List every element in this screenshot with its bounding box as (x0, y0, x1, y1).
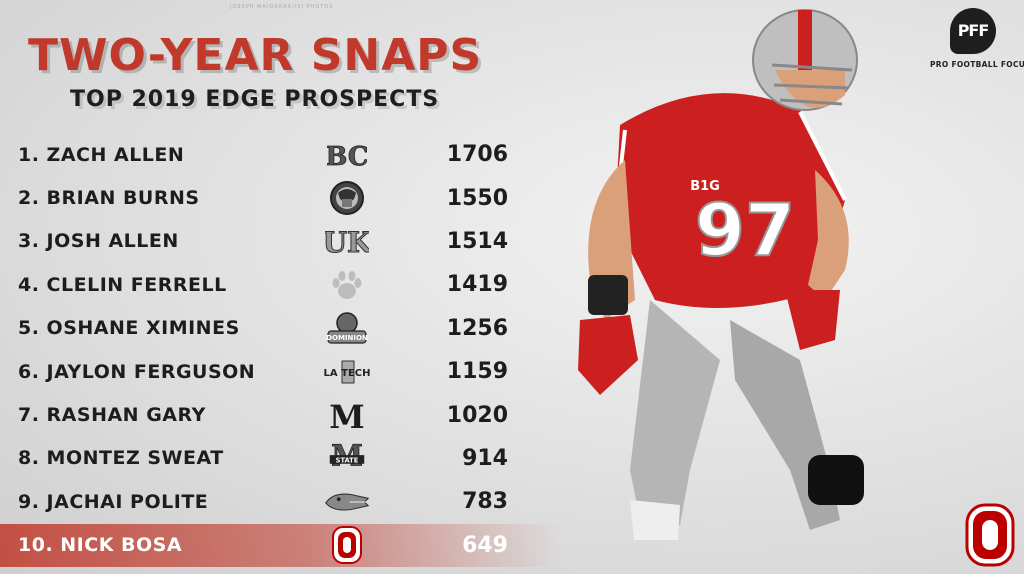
prospect-name: 1. ZACH ALLEN (18, 143, 185, 166)
florida-state-logo-icon (324, 179, 370, 217)
michigan-logo-icon: M (324, 396, 370, 434)
logo-text: M (329, 398, 364, 432)
prospect-name: 2. BRIAN BURNS (18, 187, 200, 210)
list-item: 4. CLELIN FERRELL 1419 (0, 263, 560, 306)
brand-text: PRO FOOTBALL FOCUS (930, 60, 1024, 69)
prospect-name: 10. NICK BOSA (18, 534, 183, 557)
ohio-state-logo-icon (324, 526, 370, 565)
conference-patch: B1G (690, 179, 720, 194)
list-item: 8. MONTEZ SWEAT M STATE 914 (0, 437, 560, 480)
louisiana-tech-logo-icon: LA TECH (324, 353, 370, 391)
snap-count: 1256 (446, 315, 508, 341)
prospect-name: 4. CLELIN FERRELL (18, 273, 227, 296)
list-item: 7. RASHAN GARY M 1020 (0, 393, 560, 436)
prospect-name: 9. JACHAI POLITE (18, 490, 209, 513)
list-item: 6. JAYLON FERGUSON LA TECH 1159 (0, 350, 560, 393)
list-item: 5. OSHANE XIMINES DOMINION 1256 (0, 307, 560, 350)
photo-credit: JOSEPH MAIORANA/ISI PHOTOS (230, 4, 334, 10)
ohio-state-block-o-icon (965, 503, 1015, 567)
page-subtitle: TOP 2019 EDGE PROSPECTS (70, 87, 440, 112)
pff-brand: PFF PRO FOOTBALL FOCUS (930, 8, 1024, 69)
snap-count: 914 (462, 445, 508, 471)
prospect-name: 6. JAYLON FERGUSON (18, 360, 256, 383)
page-title: TWO-YEAR SNAPS (28, 30, 483, 81)
old-dominion-logo-icon: DOMINION (324, 309, 370, 347)
list-item: 3. JOSH ALLEN UK 1514 (0, 220, 560, 263)
kentucky-logo-icon: UK (324, 222, 370, 260)
jersey-number: 97 (695, 188, 795, 272)
florida-gator-logo-icon (324, 483, 370, 521)
prospect-list: 1. ZACH ALLEN BC 1706 2. BRIAN BURNS 155… (0, 133, 560, 567)
prospect-name: 7. RASHAN GARY (18, 404, 206, 427)
mississippi-state-logo-icon: M STATE (324, 439, 370, 477)
logo-text: UK (325, 226, 369, 258)
logo-text: DOMINION (326, 334, 368, 342)
list-item: 9. JACHAI POLITE 783 (0, 480, 560, 523)
boston-college-logo-icon: BC (324, 136, 370, 174)
snap-count: 1419 (446, 272, 508, 298)
prospect-name: 3. JOSH ALLEN (18, 230, 179, 253)
list-item: 1. ZACH ALLEN BC 1706 (0, 133, 560, 176)
prospect-name: 5. OSHANE XIMINES (18, 317, 240, 340)
player-photo: 97 B1G (578, 9, 864, 540)
snap-count: 1020 (446, 402, 508, 428)
snap-count: 1514 (446, 228, 508, 254)
logo-text: STATE (336, 457, 359, 465)
snap-count: 1706 (446, 142, 508, 168)
snap-count: 783 (462, 489, 508, 515)
snap-count: 1159 (446, 359, 508, 385)
snap-count: 649 (462, 532, 508, 558)
clemson-paw-logo-icon (324, 266, 370, 304)
snap-count: 1550 (446, 185, 508, 211)
prospect-name: 8. MONTEZ SWEAT (18, 447, 224, 470)
pff-logo-icon: PFF (950, 8, 996, 54)
logo-text: BC (327, 142, 367, 172)
logo-text: LA TECH (324, 368, 370, 379)
list-item: 2. BRIAN BURNS 1550 (0, 176, 560, 219)
list-item-highlighted: 10. NICK BOSA 649 (0, 523, 560, 567)
